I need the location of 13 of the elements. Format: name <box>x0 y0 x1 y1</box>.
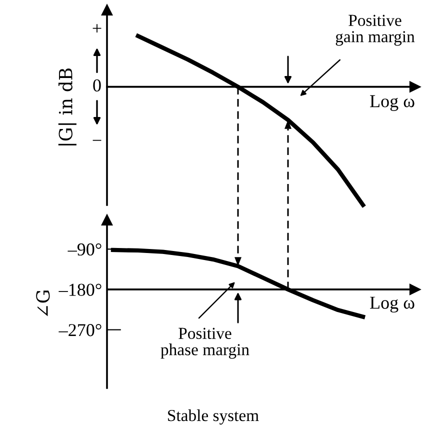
y-axis-title: |G| in dB <box>58 68 76 146</box>
text: 0 <box>93 79 101 92</box>
text: − <box>92 140 102 141</box>
text: Stable system <box>168 409 259 425</box>
x-axis-title: Log ω <box>370 95 414 111</box>
annotation: Positive phase margin <box>160 328 250 359</box>
x-axis-title: Log ω <box>370 296 414 313</box>
y-tick-label: –270° <box>58 324 102 336</box>
y-tick-label: –180° <box>58 284 102 296</box>
annotation: Positive gain margin <box>336 14 415 46</box>
y-axis-title: ∠G <box>36 290 50 316</box>
text: + <box>92 24 102 33</box>
y-tick-label: –90° <box>68 243 102 256</box>
